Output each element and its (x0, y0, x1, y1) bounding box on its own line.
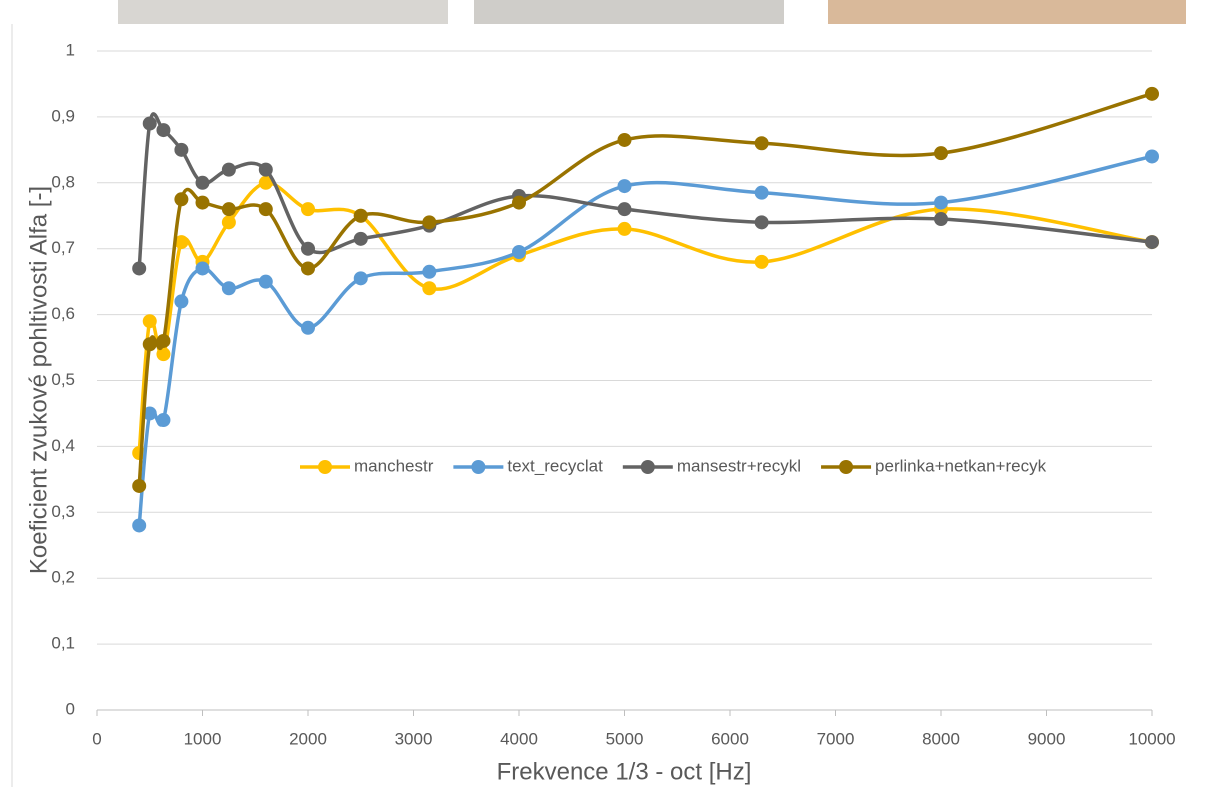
x-tick-label: 5000 (606, 729, 644, 748)
y-tick-label: 0,7 (51, 238, 75, 257)
data-point (422, 281, 437, 296)
x-tick-label: 1000 (184, 729, 222, 748)
data-point (934, 195, 948, 210)
data-point (142, 406, 157, 421)
legend-marker (318, 460, 332, 474)
data-point (422, 215, 437, 230)
data-point (934, 212, 948, 227)
y-tick-label: 0,9 (51, 106, 75, 125)
data-point (195, 175, 210, 190)
series-line (137, 154, 1153, 526)
data-point (174, 235, 189, 250)
data-point (142, 116, 157, 131)
data-point (1145, 235, 1159, 250)
data-point (174, 294, 189, 309)
data-point (195, 195, 210, 210)
legend-label: manchestr (354, 456, 434, 475)
data-point (221, 281, 236, 296)
data-point (301, 202, 315, 217)
data-point (156, 333, 171, 348)
data-point (1145, 86, 1159, 101)
data-point (258, 274, 273, 289)
series-line (137, 92, 1153, 487)
data-point (301, 261, 315, 276)
data-point (301, 320, 315, 335)
y-tick-label: 0,2 (51, 568, 75, 587)
data-point (258, 162, 273, 177)
data-point (174, 142, 189, 157)
legend-marker (640, 460, 655, 474)
legend-label: perlinka+netkan+recyk (875, 456, 1047, 475)
data-point (754, 185, 769, 200)
photo (118, 0, 448, 24)
legend-marker (471, 460, 486, 474)
data-point (132, 518, 147, 533)
x-tick-label: 4000 (500, 729, 538, 748)
data-point (221, 202, 236, 217)
data-point (754, 215, 769, 230)
y-tick-label: 1 (66, 40, 75, 59)
y-tick-label: 0,6 (51, 304, 75, 323)
data-point (174, 192, 189, 207)
data-point (617, 202, 632, 217)
photo (828, 0, 1186, 24)
data-point (258, 202, 273, 217)
x-tick-label: 8000 (922, 729, 960, 748)
y-tick-label: 0,8 (51, 172, 75, 191)
data-point (258, 175, 273, 190)
data-point (142, 337, 157, 352)
data-point (142, 314, 157, 329)
series-line (137, 112, 1153, 269)
data-point (353, 231, 368, 246)
x-tick-label: 6000 (711, 729, 749, 748)
data-point (617, 179, 632, 194)
legend-marker (839, 460, 854, 474)
data-point (195, 261, 210, 276)
x-axis-title: Frekvence 1/3 - oct [Hz] (497, 758, 752, 785)
data-point (1145, 149, 1159, 164)
data-point (617, 132, 632, 147)
x-tick-label: 0 (92, 729, 101, 748)
x-tick-label: 9000 (1028, 729, 1066, 748)
data-point (934, 146, 948, 161)
data-point (353, 271, 368, 286)
data-point (754, 136, 769, 151)
data-point (617, 221, 632, 236)
data-point (156, 413, 171, 428)
data-point (221, 162, 236, 177)
data-point (422, 264, 437, 279)
x-tick-label: 3000 (395, 729, 433, 748)
data-point (754, 254, 769, 269)
data-point (512, 244, 526, 259)
y-tick-label: 0,1 (51, 634, 75, 653)
data-point (132, 261, 147, 276)
x-tick-label: 7000 (817, 729, 855, 748)
data-point (512, 195, 526, 210)
data-point (156, 347, 171, 362)
x-tick-label: 10000 (1128, 729, 1175, 748)
legend-label: mansestr+recykl (677, 456, 801, 475)
y-tick-label: 0,5 (51, 370, 75, 389)
data-point (353, 208, 368, 223)
y-tick-label: 0 (66, 699, 75, 718)
data-point (156, 123, 171, 138)
y-tick-label: 0,3 (51, 502, 75, 521)
y-tick-label: 0,4 (51, 436, 75, 455)
x-tick-label: 2000 (289, 729, 327, 748)
y-axis-title: Koeficient zvukové pohltivosti Alfa [-] (25, 186, 52, 574)
data-point (301, 241, 315, 256)
data-point (221, 215, 236, 230)
legend-label: text_recyclat (507, 456, 603, 475)
data-point (132, 478, 147, 493)
photo (474, 0, 784, 24)
